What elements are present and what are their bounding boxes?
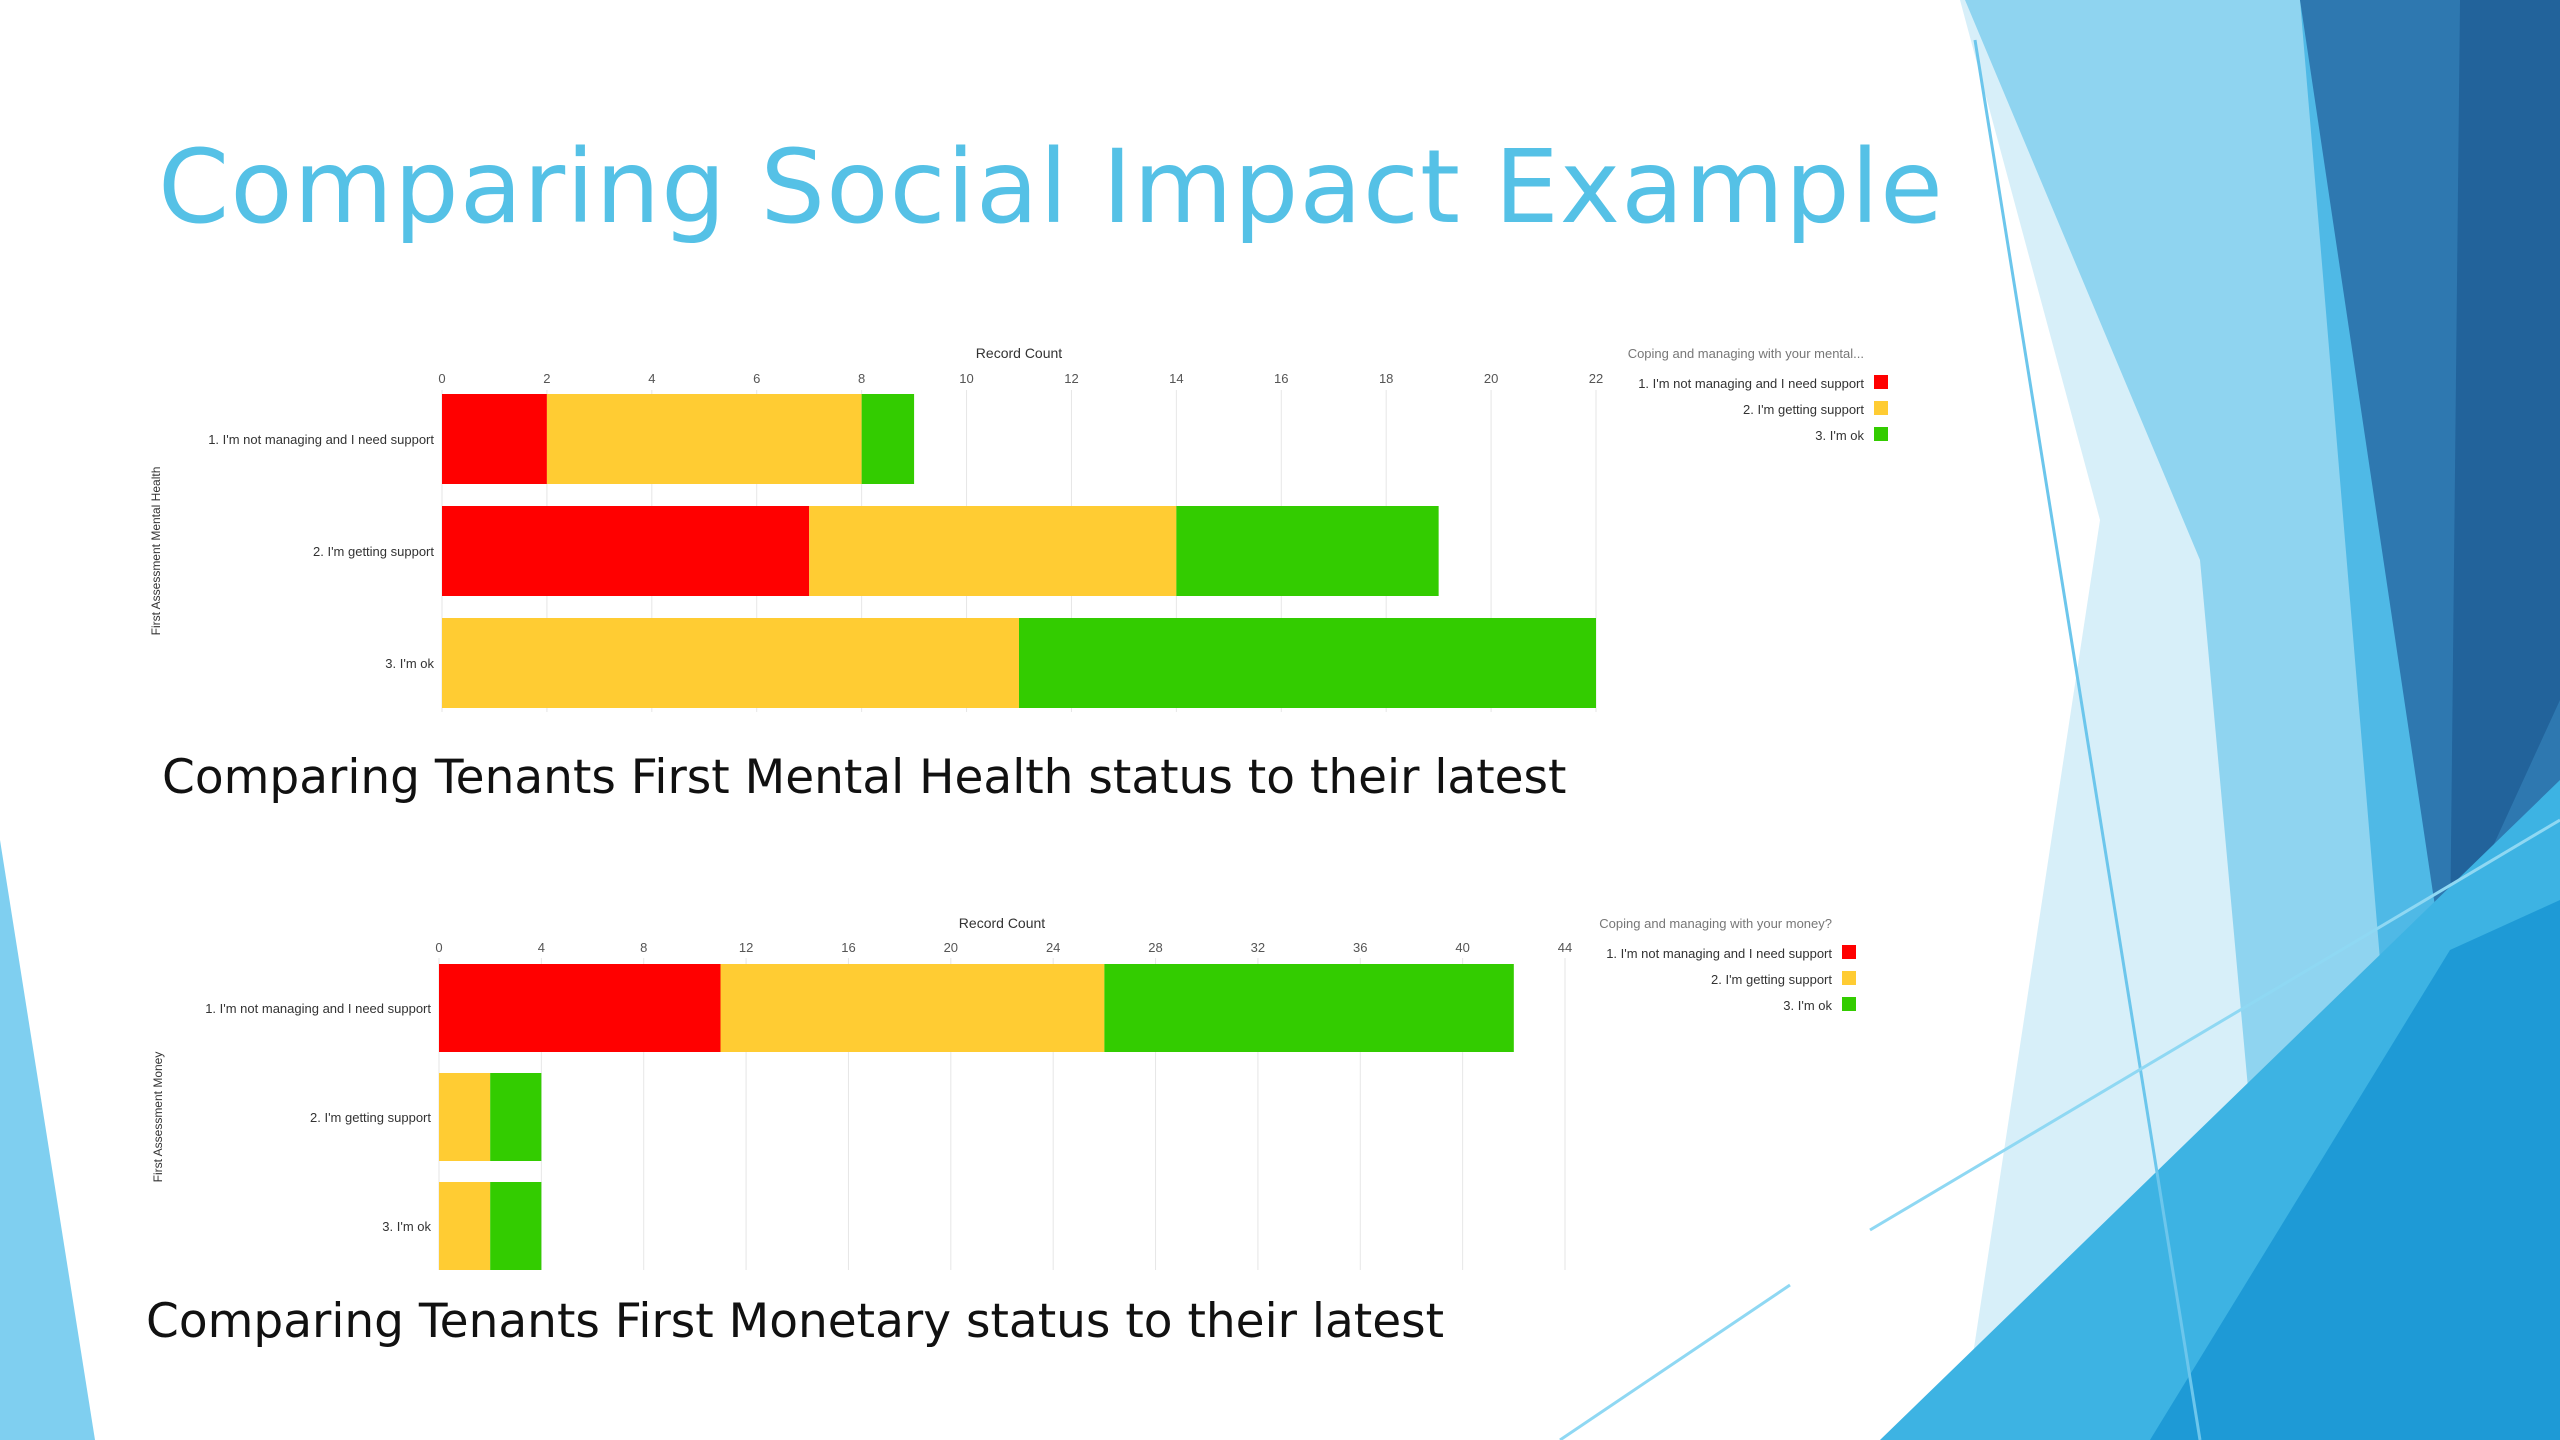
chart-1-x-tick-2: 4 (648, 371, 655, 386)
chart-1-x-tick-8: 16 (1274, 371, 1288, 386)
chart-1-y-axis-title: First Assessment Mental Health (149, 467, 163, 636)
chart-2-legend-swatch-3 (1842, 997, 1856, 1011)
chart-1-x-tick-11: 22 (1589, 371, 1603, 386)
chart-1-legend-label-3: 3. I'm ok (1815, 428, 1864, 443)
chart-1-bar-2-series-1 (442, 506, 810, 596)
chart-2-x-tick-0: 0 (435, 940, 442, 955)
chart-1-x-tick-0: 0 (438, 371, 445, 386)
chart-1-legend-swatch-3 (1874, 427, 1888, 441)
mental-health-caption: Comparing Tenants First Mental Health st… (162, 750, 1567, 805)
chart-1-legend-title: Coping and managing with your mental... (1628, 346, 1864, 361)
chart-2-x-tick-7: 28 (1148, 940, 1162, 955)
chart-2-legend-label-2: 2. I'm getting support (1711, 972, 1832, 987)
deco-blue-lower-2 (2150, 900, 2560, 1440)
deco-line-3 (1559, 1283, 1791, 1440)
chart-2-x-tick-4: 16 (841, 940, 855, 955)
mental-health-chart: Record Count 0 2 4 6 8 10 12 14 16 18 20 22 1. I'm no… (140, 330, 1920, 730)
chart-2-bar-2-series-3 (490, 1073, 542, 1161)
chart-2-bar-3-series-2 (439, 1182, 491, 1270)
money-caption: Comparing Tenants First Monetary status … (146, 1294, 1445, 1349)
chart-2-x-tick-10: 40 (1455, 940, 1469, 955)
chart-2-bar-1-series-3 (1104, 964, 1514, 1052)
chart-1-x-axis-title: Record Count (976, 345, 1062, 361)
chart-2-y-axis-title: First Assessment Money (151, 1052, 165, 1183)
chart-1-bar-1-series-3 (861, 394, 915, 484)
deco-line-2 (1869, 818, 2560, 1232)
deco-left-strip (0, 840, 95, 1440)
chart-1-x-tick-10: 20 (1484, 371, 1498, 386)
chart-2-x-tick-6: 24 (1046, 940, 1060, 955)
deco-navy-panel (2450, 0, 2560, 940)
deco-line-1 (1973, 39, 2202, 1440)
chart-2-x-tick-8: 32 (1251, 940, 1265, 955)
mental-health-chart-svg: Record Count 0 2 4 6 8 10 12 14 16 18 20 22 1. I'm no… (149, 345, 1888, 712)
chart-2-legend-label-1: 1. I'm not managing and I need support (1606, 946, 1832, 961)
chart-2-x-tick-9: 36 (1353, 940, 1367, 955)
chart-2-legend-title: Coping and managing with your money? (1599, 916, 1832, 931)
money-chart: Record Count 0 4 8 12 16 20 24 28 32 36 40 44 1. I'm … (140, 900, 1920, 1280)
chart-1-bar-2-series-2 (809, 506, 1177, 596)
chart-2-bar-1-series-1 (439, 964, 721, 1052)
chart-2-bar-1-series-2 (720, 964, 1105, 1052)
chart-2-bar-2-series-2 (439, 1073, 491, 1161)
chart-1-bar-1-series-1 (442, 394, 547, 484)
chart-1-x-tick-3: 6 (753, 371, 760, 386)
chart-1-x-tick-1: 2 (543, 371, 550, 386)
chart-2-bar-3-series-3 (490, 1182, 542, 1270)
chart-2-x-axis-title: Record Count (959, 915, 1045, 931)
chart-1-bar-3-series-3 (1019, 618, 1596, 708)
chart-1-x-tick-4: 8 (858, 371, 865, 386)
chart-1-x-tick-9: 18 (1379, 371, 1393, 386)
chart-1-category-label-1: 1. I'm not managing and I need support (208, 432, 434, 447)
chart-2-x-tick-5: 20 (944, 940, 958, 955)
chart-1-legend-swatch-1 (1874, 375, 1888, 389)
chart-1-legend-label-2: 2. I'm getting support (1743, 402, 1864, 417)
chart-1-x-tick-6: 12 (1064, 371, 1078, 386)
chart-2-category-label-2: 2. I'm getting support (310, 1110, 431, 1125)
chart-2-legend-label-3: 3. I'm ok (1783, 998, 1832, 1013)
chart-2-x-tick-1: 4 (538, 940, 545, 955)
chart-2-x-tick-3: 12 (739, 940, 753, 955)
chart-1-category-label-3: 3. I'm ok (385, 656, 434, 671)
chart-2-category-label-3: 3. I'm ok (382, 1219, 431, 1234)
slide-title: Comparing Social Impact Example (158, 128, 1944, 247)
chart-2-category-label-1: 1. I'm not managing and I need support (205, 1001, 431, 1016)
chart-1-legend-label-1: 1. I'm not managing and I need support (1638, 376, 1864, 391)
chart-1-bar-3-series-2 (442, 618, 1019, 708)
chart-2-legend-swatch-2 (1842, 971, 1856, 985)
chart-1-x-tick-5: 10 (959, 371, 973, 386)
chart-1-category-label-2: 2. I'm getting support (313, 544, 434, 559)
chart-1-bar-1-series-2 (546, 394, 862, 484)
chart-1-x-tick-7: 14 (1169, 371, 1183, 386)
chart-2-legend-swatch-1 (1842, 945, 1856, 959)
chart-1-legend-swatch-2 (1874, 401, 1888, 415)
chart-2-x-tick-2: 8 (640, 940, 647, 955)
money-chart-svg: Record Count 0 4 8 12 16 20 24 28 32 36 40 44 1. I'm … (151, 915, 1856, 1270)
chart-2-x-tick-11: 44 (1558, 940, 1572, 955)
chart-1-bar-2-series-3 (1176, 506, 1439, 596)
